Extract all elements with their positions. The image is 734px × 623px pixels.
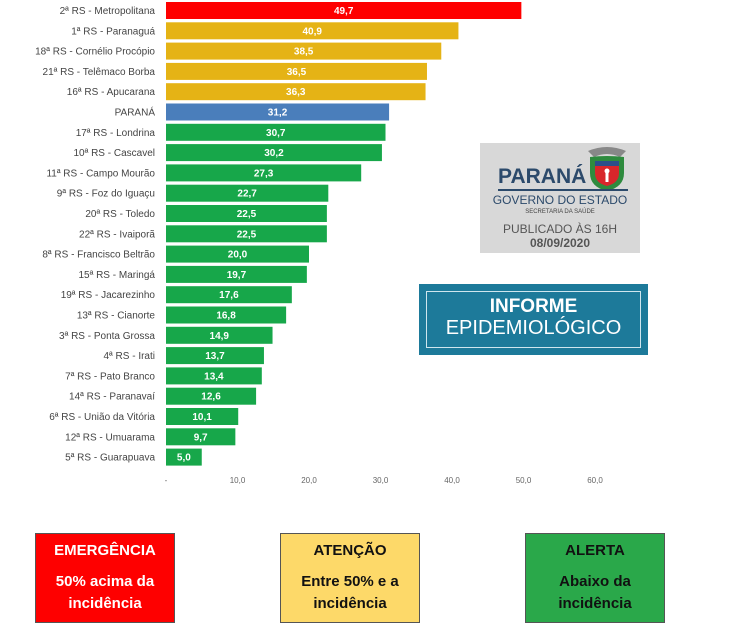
bar xyxy=(166,42,442,60)
legend-emergencia: EMERGÊNCIA 50% acima da incidência xyxy=(35,533,175,623)
category-label: 15ª RS - Maringá xyxy=(78,270,155,281)
value-label: 36,3 xyxy=(286,87,306,98)
value-label: 22,5 xyxy=(237,229,257,240)
legend-title: ATENÇÃO xyxy=(313,542,387,559)
x-tick-label: 40,0 xyxy=(444,476,460,485)
value-label: 20,0 xyxy=(228,250,248,261)
legend-desc: Entre 50% e a incidência xyxy=(301,573,399,612)
category-label: 19ª RS - Jacarezinho xyxy=(61,290,156,301)
x-tick-label: 10,0 xyxy=(230,476,246,485)
category-label: 22ª RS - Ivaiporã xyxy=(79,229,155,240)
logo-government: GOVERNO DO ESTADO xyxy=(492,193,628,207)
category-label: 3ª RS - Ponta Grossa xyxy=(59,331,155,342)
bar xyxy=(166,164,362,182)
category-label: PARANÁ xyxy=(115,106,156,119)
category-label: 4ª RS - Irati xyxy=(104,351,156,362)
x-tick-label: 30,0 xyxy=(373,476,389,485)
value-label: 19,7 xyxy=(227,270,247,281)
x-tick-label: 50,0 xyxy=(516,476,532,485)
bar xyxy=(166,225,327,243)
value-label: 5,0 xyxy=(177,453,191,464)
bar xyxy=(166,103,390,121)
banner-line-1: INFORME xyxy=(489,296,578,317)
value-label: 13,7 xyxy=(205,351,225,362)
bar xyxy=(166,286,292,304)
bar xyxy=(166,265,307,283)
x-tick-label: 20,0 xyxy=(301,476,317,485)
bar xyxy=(166,408,239,425)
incidence-bar-chart: 2ª RS - Metropolitana 49,7 1ª RS - Paranag… xyxy=(35,2,603,485)
bar xyxy=(166,387,257,405)
bar xyxy=(166,448,202,466)
banner-line-2: EPIDEMIOLÓGICO xyxy=(445,317,622,339)
logo-secretariat: SECRETARIA DA SAÚDE xyxy=(525,209,595,215)
parana-government-logo: PARANÁ GOVERNO DO ESTADO SECRETARIA DA S… xyxy=(480,143,640,253)
value-label: 40,9 xyxy=(302,26,322,37)
bar xyxy=(166,306,287,324)
category-label: 10ª RS - Cascavel xyxy=(73,148,155,159)
legend-title: EMERGÊNCIA xyxy=(54,542,156,559)
category-label: 14ª RS - Paranavaí xyxy=(69,392,155,403)
bar xyxy=(166,205,327,222)
value-label: 30,2 xyxy=(264,148,284,159)
category-label: 6ª RS - União da Vitória xyxy=(49,412,155,423)
bar xyxy=(166,144,382,162)
bar xyxy=(166,22,459,40)
category-label: 21ª RS - Telêmaco Borba xyxy=(43,67,156,78)
bar xyxy=(166,123,386,141)
category-label: 16ª RS - Apucarana xyxy=(67,87,156,98)
category-label: 17ª RS - Londrina xyxy=(76,128,156,139)
value-label: 22,5 xyxy=(237,209,257,220)
published-date: 08/09/2020 xyxy=(529,236,591,250)
bar xyxy=(166,184,329,202)
bar xyxy=(166,83,426,101)
category-label: 8ª RS - Francisco Beltrão xyxy=(42,250,155,261)
category-label: 20ª RS - Toledo xyxy=(85,209,155,220)
value-label: 30,7 xyxy=(266,128,286,139)
category-label: 9ª RS - Foz do Iguaçu xyxy=(57,189,155,200)
value-label: 38,5 xyxy=(294,47,314,58)
bar xyxy=(166,245,309,263)
x-tick-label: - xyxy=(165,476,168,485)
value-label: 22,7 xyxy=(237,189,257,200)
bar xyxy=(166,326,273,344)
bar xyxy=(166,2,522,19)
category-label: 12ª RS - Umuarama xyxy=(65,432,155,443)
logo-title: PARANÁ xyxy=(498,165,587,188)
category-label: 7ª RS - Pato Branco xyxy=(65,371,155,382)
category-label: 1ª RS - Paranaguá xyxy=(71,26,155,37)
value-label: 13,4 xyxy=(204,371,224,382)
legend-title: ALERTA xyxy=(565,542,625,559)
value-label: 10,1 xyxy=(192,412,212,423)
bar xyxy=(166,347,264,365)
value-label: 36,5 xyxy=(287,67,307,78)
parana-crest-icon xyxy=(588,147,626,191)
value-label: 12,6 xyxy=(201,392,221,403)
value-label: 16,8 xyxy=(216,311,236,322)
bar xyxy=(166,428,236,446)
bar xyxy=(166,62,427,80)
value-label: 49,7 xyxy=(334,6,354,17)
published-time: PUBLICADO ÀS 16H xyxy=(502,222,618,236)
category-label: 5ª RS - Guarapuava xyxy=(65,453,155,464)
value-label: 17,6 xyxy=(219,290,239,301)
logo-divider xyxy=(498,189,628,191)
legend-atencao: ATENÇÃO Entre 50% e a incidência xyxy=(280,533,420,623)
category-label: 2ª RS - Metropolitana xyxy=(60,6,156,17)
value-label: 14,9 xyxy=(210,331,230,342)
category-label: 13ª RS - Cianorte xyxy=(77,311,156,322)
legend-desc: 50% acima da incidência xyxy=(55,573,155,612)
legend-desc: Abaixo da incidência xyxy=(558,573,632,612)
bar xyxy=(166,367,262,385)
value-label: 31,2 xyxy=(268,108,288,119)
value-label: 27,3 xyxy=(254,168,274,179)
category-label: 11ª RS - Campo Mourão xyxy=(46,168,155,179)
informe-epidemiologico-banner: INFORME EPIDEMIOLÓGICO xyxy=(419,284,648,355)
x-tick-label: 60,0 xyxy=(587,476,603,485)
legend-alerta: ALERTA Abaixo da incidência xyxy=(525,533,665,623)
value-label: 9,7 xyxy=(194,432,208,443)
category-label: 18ª RS - Cornélio Procópio xyxy=(35,47,155,58)
